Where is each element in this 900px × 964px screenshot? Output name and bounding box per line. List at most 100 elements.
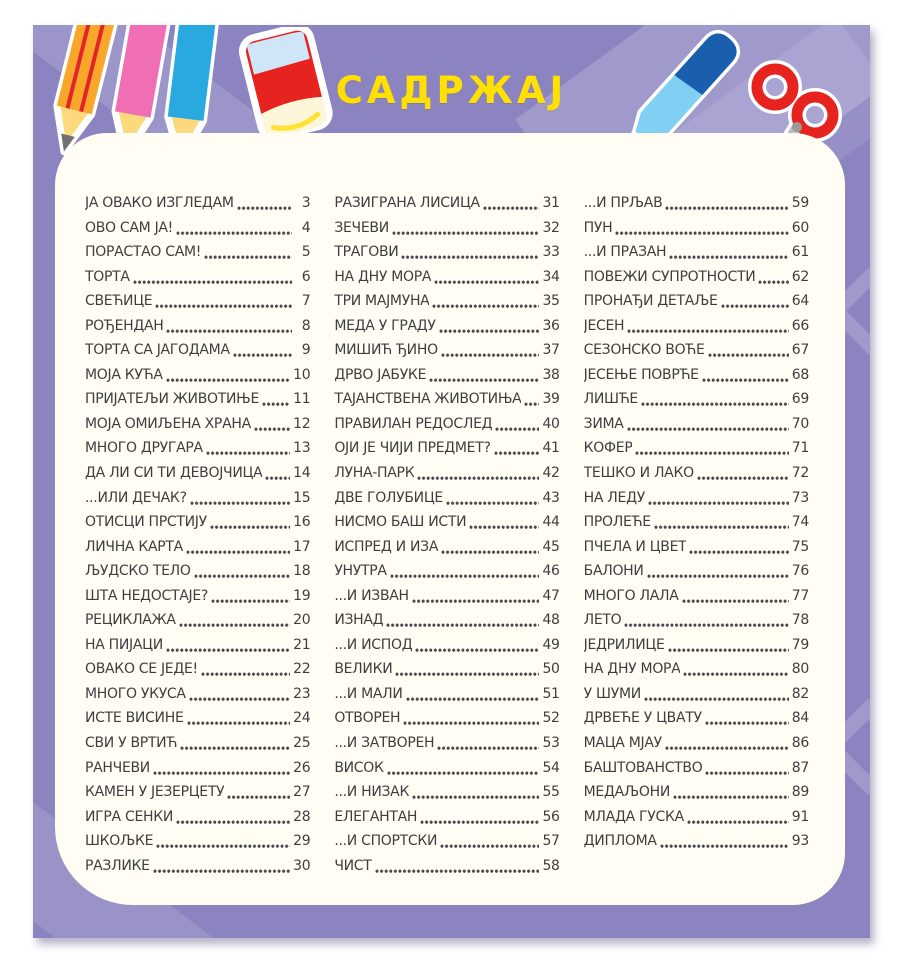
toc-entry-title: ...И МАЛИ: [334, 685, 403, 702]
toc-entry: ЈЕСЕН 66: [584, 313, 809, 339]
dot-leader: [445, 485, 540, 511]
dot-leader: [386, 608, 540, 633]
toc-entry: МНОГО ЛАЛА 77: [583, 583, 810, 609]
toc-entry-title: МЛАДА ГУСКА: [583, 808, 684, 825]
toc-entry-title: ...И НИЗАК: [334, 784, 410, 801]
toc-entry: РЕЦИКЛАЖА 20: [85, 608, 311, 633]
dot-leader: [469, 510, 540, 535]
toc-entry-page: 56: [542, 808, 560, 825]
toc-entry: ОВО САМ ЈА! 4: [85, 215, 311, 241]
toc-entry-page: 25: [293, 735, 311, 752]
dot-leader: [627, 313, 789, 339]
dot-leader: [653, 510, 789, 535]
toc-entry: ПОРАСТАО САМ! 5: [85, 240, 311, 265]
toc-entry: ТРИ МАЈМУНА 35: [334, 289, 560, 314]
toc-entry-page: 69: [791, 391, 810, 408]
toc-entry: БАШТОВАНСТВО 87: [584, 755, 809, 781]
toc-entry: ИСТЕ ВИСИНЕ 24: [85, 706, 311, 732]
toc-entry: МЕДА У ГРАДУ 36: [334, 313, 560, 339]
dot-leader: [411, 583, 540, 609]
toc-entry: ЗИМА 70: [584, 411, 809, 437]
toc-entry-page: 35: [542, 293, 560, 310]
dot-leader: [665, 191, 789, 216]
dot-leader: [440, 829, 540, 854]
toc-entry-page: 68: [791, 366, 810, 383]
toc-entry: ЧИСТ 58: [334, 853, 560, 879]
toc-entry-page: 50: [542, 661, 560, 678]
dot-leader: [646, 559, 789, 584]
toc-entry-page: 55: [542, 784, 560, 801]
toc-entry-title: ЈА ОВАКО ИЗГЛЕДАМ: [85, 195, 234, 211]
toc-entry: ШТА НЕДОСТАЈЕ? 19: [85, 583, 311, 609]
dot-leader: [624, 608, 789, 633]
dot-leader: [193, 559, 291, 584]
toc-entry-title: НА ЛЕДУ: [583, 489, 645, 506]
toc-entry: НА ДНУ МОРА 34: [334, 264, 560, 290]
toc-entry-page: 47: [542, 587, 560, 604]
toc-entry: ТАЈАНСТВЕНА ЖИВОТИЊА 39: [334, 387, 560, 412]
toc-entry-page: 3: [301, 195, 311, 211]
toc-entry-title: ...И ЗАТВОРЕН: [334, 735, 435, 752]
toc-entry-title: МНОГО УКУСА: [85, 685, 186, 702]
toc-entry-page: 43: [542, 489, 560, 506]
toc-column-3: ...И ПРЉАВ 59 ПУН 60 ...И ПРАЗАН 61 ПОВЕ…: [584, 191, 809, 905]
toc-entry: ПОВЕЖИ СУПРОТНОСТИ 62: [583, 264, 809, 290]
toc-entry: ...И ПРЉАВ 59: [584, 191, 809, 216]
dot-leader: [152, 755, 291, 781]
toc-entry: ПРОНАЂИ ДЕТАЉЕ 64: [584, 289, 809, 314]
toc-entry: МНОГО УКУСА 23: [85, 681, 311, 707]
toc-entry-title: ПОВЕЖИ СУПРОТНОСТИ: [583, 268, 756, 285]
toc-entry-title: ...И ПРЉАВ: [583, 195, 663, 211]
toc-entry: МНОГО ДРУГАРА 13: [85, 436, 311, 462]
toc-entry-title: РАНЧЕВИ: [85, 759, 150, 776]
toc-entry-page: 38: [542, 366, 560, 383]
toc-column-2: РАЗИГРАНА ЛИСИЦА 31 ЗЕЧЕВИ 32 ТРАГОВИ 33…: [334, 191, 560, 905]
toc-entry-page: 67: [791, 342, 810, 359]
toc-entry-page: 77: [791, 587, 810, 604]
toc-entry: ЈЕДРИЛИЦЕ 79: [584, 632, 809, 658]
toc-entry-title: МНОГО ЛАЛА: [583, 587, 679, 604]
toc-entry: ...И СПОРТСКИ 57: [334, 829, 560, 854]
toc-entry-page: 9: [301, 342, 311, 359]
toc-entry-page: 64: [791, 293, 810, 310]
toc-entry-page: 36: [542, 317, 560, 334]
dot-leader: [132, 264, 293, 290]
toc-entry-title: МЕДАЉОНИ: [583, 784, 671, 801]
dot-leader: [189, 485, 291, 511]
toc-entry-title: ЗЕЧЕВИ: [334, 219, 389, 236]
toc-entry-title: ТЕШКО И ЛАКО: [583, 465, 694, 482]
toc-entry-title: ТРИ МАЈМУНА: [334, 293, 430, 310]
toc-entry-title: ИСПРЕД И ИЗА: [334, 538, 439, 555]
toc-entry: ЈА ОВАКО ИЗГЛЕДАМ 3: [85, 191, 311, 216]
toc-entry: ...И ИСПОД 49: [334, 632, 560, 658]
toc-entry-title: ВЕЛИКИ: [334, 661, 393, 678]
dot-leader: [686, 804, 789, 830]
dot-leader: [626, 411, 789, 437]
toc-entry-page: 14: [293, 465, 311, 482]
toc-entry-title: ИЗНАД: [334, 612, 384, 629]
toc-entry-title: ДРВО ЈАБУКЕ: [334, 366, 427, 383]
dot-leader: [405, 681, 540, 707]
toc-entry-title: ИГРА СЕНКИ: [85, 808, 174, 825]
toc-entry-page: 16: [293, 514, 311, 531]
toc-entry-title: РАЗЛИКЕ: [85, 857, 150, 874]
toc-entry-page: 48: [542, 612, 560, 629]
dot-leader: [185, 534, 291, 560]
toc-entry: НИСМО БАШ ИСТИ 44: [334, 510, 560, 535]
dot-leader: [412, 780, 540, 805]
toc-entry-title: СЕЗОНСКО ВОЋЕ: [583, 342, 705, 359]
toc-entry-title: ИСТЕ ВИСИНЕ: [85, 710, 184, 727]
dot-leader: [681, 583, 789, 609]
toc-entry-page: 93: [791, 833, 810, 850]
toc-entry-title: КАМЕН У ЈЕЗЕРЦЕТУ: [85, 784, 225, 801]
toc-entry: МИШИЋ ЂИНО 37: [334, 338, 560, 363]
toc-entry-title: ОВАКО СЕ ЈЕДЕ!: [85, 661, 198, 678]
toc-entry: ДИПЛОМА 93: [584, 829, 809, 854]
dot-leader: [647, 485, 789, 511]
dot-leader: [188, 681, 291, 707]
dot-leader: [635, 436, 789, 462]
toc-entry-page: 39: [542, 391, 560, 408]
dot-leader: [434, 264, 540, 290]
dot-leader: [178, 608, 291, 633]
dot-leader: [432, 289, 540, 314]
